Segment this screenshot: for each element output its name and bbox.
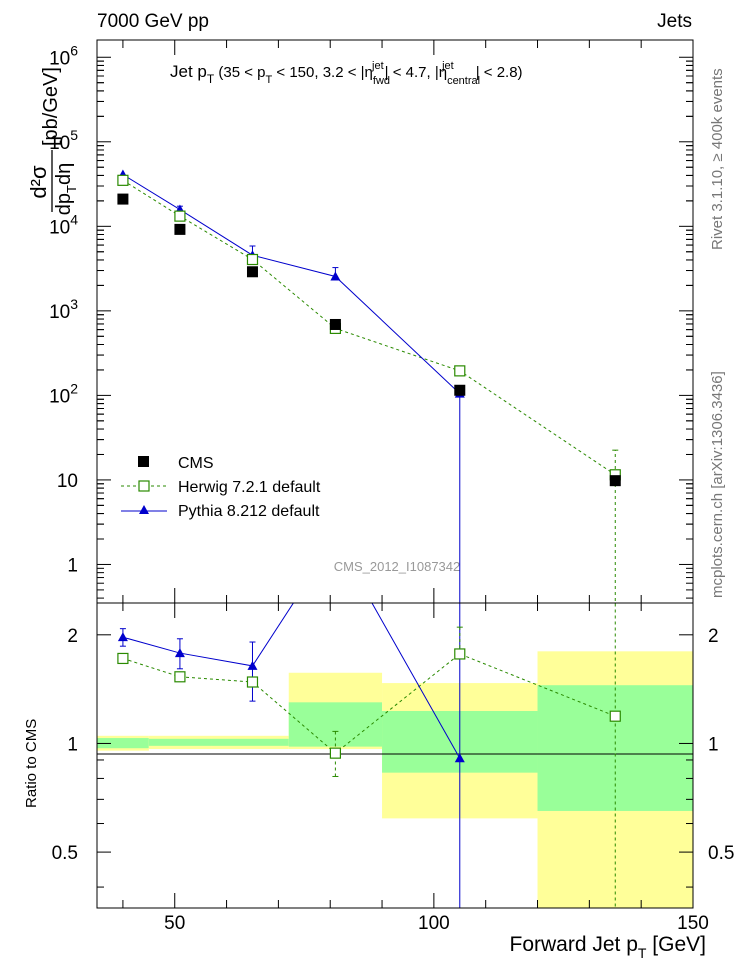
legend-item-herwig: Herwig 7.2.1 default bbox=[121, 479, 321, 496]
legend-label-cms: CMS bbox=[178, 455, 214, 472]
legend-label-herwig: Herwig 7.2.1 default bbox=[178, 479, 321, 496]
ratio-herwig-point bbox=[117, 652, 129, 665]
ratio-y-tick-label-left: 1 bbox=[67, 734, 78, 755]
main-y-label: d²σ dpTdη [pb/GeV] bbox=[26, 67, 79, 215]
cms-point bbox=[454, 384, 466, 396]
header-left: 7000 GeV pp bbox=[97, 11, 209, 32]
cms-point bbox=[246, 266, 258, 278]
header-right: Jets bbox=[657, 11, 692, 32]
ratio-y-tick-label-left: 2 bbox=[67, 626, 78, 647]
x-axis-label: Forward Jet pT [GeV] bbox=[510, 933, 706, 961]
svg-text:dpTdη: dpTdη bbox=[53, 163, 79, 215]
svg-text:[pb/GeV]: [pb/GeV] bbox=[40, 67, 62, 146]
main-y-tick-label: 105 bbox=[49, 127, 78, 154]
ratio-y-axis: 0.5 0.5 1 1 2 2 bbox=[52, 626, 734, 888]
ratio-pythia-point bbox=[247, 660, 258, 670]
ratio-band-inner bbox=[97, 738, 149, 749]
ratio-bands bbox=[97, 651, 693, 908]
ratio-pythia-point bbox=[174, 648, 185, 658]
x-tick-label: 150 bbox=[677, 913, 709, 934]
ratio-y-tick-label-right: 1 bbox=[708, 734, 719, 755]
ratio-herwig-point bbox=[246, 676, 259, 688]
cms-point bbox=[329, 318, 341, 330]
ratio-herwig-point bbox=[329, 747, 341, 759]
ratio-x-axis: 50 100 150 bbox=[122, 603, 709, 934]
x-tick-label: 50 bbox=[164, 913, 185, 934]
ratio-herwig-line bbox=[122, 653, 616, 754]
herwig-line bbox=[122, 179, 616, 476]
main-y-tick-label: 102 bbox=[49, 380, 78, 407]
ratio-data bbox=[117, 533, 621, 908]
ratio-y-tick-label-right: 0.5 bbox=[708, 843, 734, 864]
ratio-panel: 0.5 0.5 1 1 2 2 50 100 150 Ratio to CMS Forward… bbox=[23, 533, 734, 961]
herwig-point bbox=[174, 210, 186, 222]
cms-point bbox=[609, 475, 621, 487]
cms-point bbox=[174, 223, 186, 235]
mcplots-label: mcplots.cern.ch [arXiv:1306.3436] bbox=[709, 371, 726, 598]
legend-marker-cms bbox=[138, 456, 149, 467]
main-y-axis: 1 10 102 103 104 105 106 bbox=[49, 42, 693, 599]
ratio-herwig-point bbox=[454, 648, 466, 660]
main-x-ticks bbox=[122, 40, 694, 603]
herwig-point bbox=[117, 174, 129, 186]
legend-marker-pythia bbox=[139, 505, 149, 514]
x-tick-label: 100 bbox=[418, 913, 450, 934]
rivet-label: Rivet 3.1.10, ≥ 400k events bbox=[709, 68, 726, 250]
herwig-point bbox=[454, 365, 466, 377]
ratio-pythia-point bbox=[330, 533, 340, 542]
legend-item-cms: CMS bbox=[138, 455, 214, 472]
ratio-herwig-point bbox=[174, 671, 186, 683]
main-y-tick-label: 10 bbox=[57, 471, 78, 492]
ratio-y-tick-label-right: 2 bbox=[708, 626, 719, 647]
main-y-tick-label: 104 bbox=[49, 211, 78, 238]
main-panel: CMS_2012_I1087342 1 10 102 103 104 105 106 Jet… bbox=[26, 39, 694, 604]
ratio-band-inner bbox=[148, 738, 212, 746]
main-title: Jet pT (35 < pT < 150, 3.2 < |ηfwdjet| <… bbox=[170, 60, 523, 87]
ratio-y-tick-label-left: 0.5 bbox=[52, 843, 78, 864]
legend-item-pythia: Pythia 8.212 default bbox=[121, 503, 320, 520]
svg-text:d²σ: d²σ bbox=[26, 165, 51, 199]
main-y-tick-label: 106 bbox=[49, 42, 78, 69]
main-data bbox=[117, 169, 621, 603]
ratio-herwig-point bbox=[609, 710, 621, 722]
pythia-line bbox=[122, 174, 461, 394]
herwig-point bbox=[246, 253, 259, 266]
legend: CMS Herwig 7.2.1 default Pythia 8.212 de… bbox=[121, 455, 321, 520]
ratio-pythia-point bbox=[117, 632, 128, 642]
ratio-band-inner bbox=[211, 738, 289, 746]
ratio-pythia-point bbox=[454, 753, 465, 763]
main-y-tick-label: 103 bbox=[49, 296, 78, 323]
cms-point bbox=[117, 193, 129, 205]
watermark: CMS_2012_I1087342 bbox=[334, 559, 461, 574]
legend-label-pythia: Pythia 8.212 default bbox=[178, 503, 320, 520]
ratio-y-label: Ratio to CMS bbox=[23, 719, 40, 808]
ratio-frame bbox=[96, 602, 694, 909]
main-y-tick-label: 1 bbox=[67, 555, 78, 576]
legend-marker-herwig bbox=[138, 480, 150, 492]
pythia-point bbox=[330, 271, 341, 281]
